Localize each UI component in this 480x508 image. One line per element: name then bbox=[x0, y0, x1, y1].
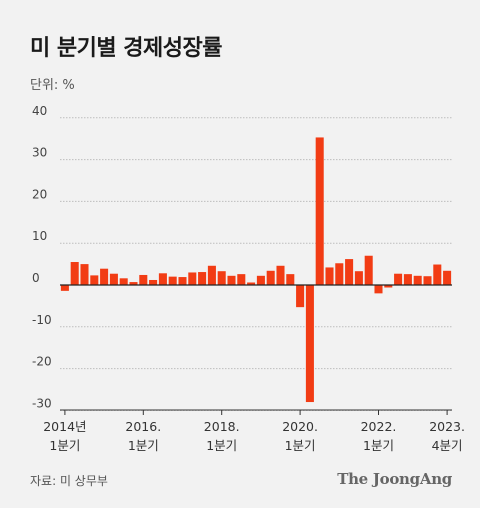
bar bbox=[227, 275, 236, 285]
y-tick-label: 30 bbox=[32, 146, 47, 160]
x-tick-label: 2018. bbox=[204, 419, 240, 434]
bar bbox=[364, 255, 373, 285]
bar bbox=[168, 276, 177, 285]
x-tick-label: 2023. bbox=[429, 419, 465, 434]
bar bbox=[423, 276, 432, 285]
x-tick-label: 2020. bbox=[282, 419, 318, 434]
x-tick-label: 2016. bbox=[125, 419, 161, 434]
y-tick-label: -30 bbox=[32, 396, 52, 410]
x-tick-label: 1분기 bbox=[285, 438, 316, 453]
bar bbox=[345, 259, 354, 285]
bar bbox=[374, 285, 383, 294]
bar bbox=[129, 282, 138, 285]
bar bbox=[109, 273, 118, 285]
x-tick-label: 1분기 bbox=[206, 438, 237, 453]
bar bbox=[394, 273, 403, 285]
bar bbox=[70, 262, 79, 285]
bar bbox=[266, 270, 275, 285]
bar bbox=[60, 285, 69, 291]
bar bbox=[247, 282, 256, 285]
x-tick-label: 2014년 bbox=[43, 419, 86, 434]
y-tick-label: 10 bbox=[32, 229, 47, 243]
bar bbox=[354, 271, 363, 285]
y-tick-label: 40 bbox=[32, 104, 47, 118]
x-tick-label: 1분기 bbox=[49, 438, 80, 453]
chart-title: 미 분기별 경제성장률 bbox=[30, 36, 222, 61]
bar bbox=[100, 268, 109, 285]
bar bbox=[158, 273, 167, 285]
bar bbox=[315, 137, 324, 285]
bar bbox=[207, 265, 216, 285]
y-tick-label: -20 bbox=[32, 355, 52, 369]
y-tick-label: -10 bbox=[32, 313, 52, 327]
bar bbox=[119, 278, 128, 285]
bar bbox=[403, 274, 412, 285]
bar bbox=[325, 267, 334, 285]
x-tick-label: 4분기 bbox=[432, 438, 463, 453]
bar bbox=[256, 275, 265, 285]
unit-label: 단위: % bbox=[30, 78, 75, 93]
bar bbox=[335, 263, 344, 285]
bar bbox=[139, 274, 148, 285]
bar bbox=[188, 272, 197, 285]
bar bbox=[276, 265, 285, 285]
bar bbox=[296, 285, 305, 308]
bar bbox=[198, 272, 207, 285]
bar bbox=[90, 275, 99, 285]
y-tick-label: 20 bbox=[32, 187, 47, 201]
bar bbox=[217, 271, 226, 285]
bar bbox=[286, 274, 295, 285]
bar bbox=[178, 277, 187, 285]
bar bbox=[80, 264, 89, 285]
brand-logo: The JoongAng bbox=[337, 470, 452, 488]
x-tick-label: 2022. bbox=[361, 419, 397, 434]
source-note: 자료: 미 상무부 bbox=[30, 474, 108, 488]
bar bbox=[443, 270, 452, 285]
bar bbox=[149, 279, 158, 285]
bar bbox=[384, 285, 393, 288]
x-tick-label: 1분기 bbox=[128, 438, 159, 453]
y-tick-label: 0 bbox=[32, 271, 40, 285]
x-tick-label: 1분기 bbox=[363, 438, 394, 453]
bar bbox=[433, 264, 442, 285]
bar bbox=[237, 274, 246, 285]
bar bbox=[413, 275, 422, 285]
bar bbox=[305, 285, 314, 403]
